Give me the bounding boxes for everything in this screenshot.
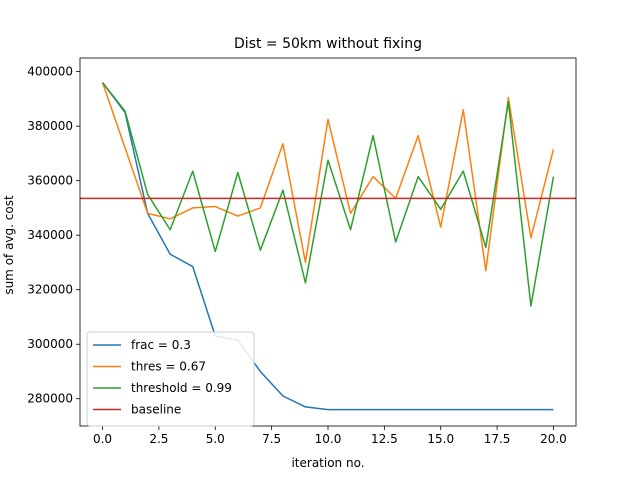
x-tick-label: 7.5 [262,432,281,446]
y-tick-label: 380000 [27,119,73,133]
series-line-threshold-0-99 [101,82,555,307]
legend-label: frac = 0.3 [131,338,191,352]
legend-box [86,331,255,427]
x-tick-label: 0.0 [93,432,112,446]
y-tick-label: 400000 [27,65,73,79]
legend-label: threshold = 0.99 [131,381,232,395]
y-tick-label: 320000 [27,283,73,297]
x-tick-label: 12.5 [371,432,398,446]
x-tick-label: 17.5 [484,432,511,446]
y-tick-label: 280000 [27,392,73,406]
series-line-thres-0-67 [101,82,555,272]
y-tick-label: 340000 [27,228,73,242]
y-tick-label: 360000 [27,174,73,188]
x-tick-label: 10.0 [315,432,342,446]
legend: frac = 0.3 thres = 0.67 threshold = 0.99 ba… [86,331,255,427]
series-group [80,82,576,411]
legend-label: baseline [131,403,181,417]
plot-area: 0.0 2.5 5.0 7.5 10.0 12.5 15.0 17.5 20.0 280000 30… [27,57,577,446]
x-tick-label: 15.0 [427,432,454,446]
chart-title: Dist = 50km without fixing [234,36,422,52]
x-tick-label: 20.0 [540,432,567,446]
series-line-frac-0-3 [101,82,554,411]
y-tick-label: 300000 [27,337,73,351]
x-axis-label: iteration no. [291,456,364,470]
x-tick-label: 2.5 [149,432,168,446]
legend-label: thres = 0.67 [131,360,206,374]
y-axis-label: sum of avg. cost [2,195,16,295]
x-tick-label: 5.0 [206,432,225,446]
